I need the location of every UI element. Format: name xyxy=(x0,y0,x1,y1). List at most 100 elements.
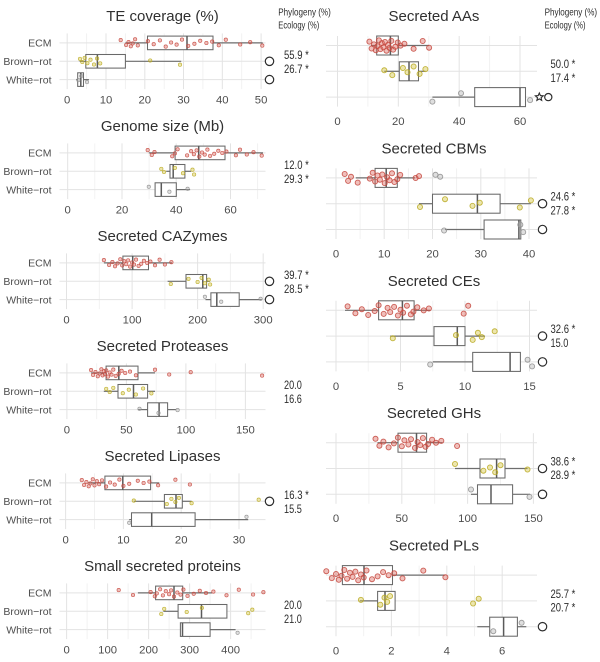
svg-text:40: 40 xyxy=(170,205,183,217)
svg-text:10: 10 xyxy=(378,248,391,260)
svg-text:Secreted PLs: Secreted PLs xyxy=(389,538,479,555)
svg-text:300: 300 xyxy=(180,645,199,657)
svg-text:Brown−rot: Brown−rot xyxy=(3,166,51,178)
svg-text:200: 200 xyxy=(188,315,207,327)
svg-text:Secreted GHs: Secreted GHs xyxy=(387,405,481,422)
svg-text:Brown−rot: Brown−rot xyxy=(3,386,51,398)
svg-text:4: 4 xyxy=(444,646,450,658)
svg-text:Brown−rot: Brown−rot xyxy=(3,56,51,68)
svg-text:Secreted CAZymes: Secreted CAZymes xyxy=(97,228,227,245)
svg-text:White−rot: White−rot xyxy=(6,74,51,86)
svg-text:20.7 *: 20.7 * xyxy=(551,601,576,615)
svg-text:40: 40 xyxy=(523,248,536,260)
svg-text:27.8 *: 27.8 * xyxy=(551,203,576,217)
svg-text:Ecology (%): Ecology (%) xyxy=(278,21,319,32)
svg-text:ECM: ECM xyxy=(28,148,51,160)
svg-text:0: 0 xyxy=(63,645,69,657)
svg-text:200: 200 xyxy=(139,645,158,657)
svg-text:Secreted CBMs: Secreted CBMs xyxy=(381,140,486,157)
svg-text:16.6: 16.6 xyxy=(284,392,302,406)
svg-text:300: 300 xyxy=(254,315,273,327)
svg-text:ECM: ECM xyxy=(28,368,51,380)
svg-text:30: 30 xyxy=(475,248,488,260)
svg-text:20: 20 xyxy=(392,116,405,128)
svg-text:Secreted Lipases: Secreted Lipases xyxy=(105,448,221,465)
svg-text:39.7 *: 39.7 * xyxy=(284,268,309,282)
svg-text:TE coverage (%): TE coverage (%) xyxy=(106,8,219,25)
svg-text:100: 100 xyxy=(458,513,477,525)
svg-text:0: 0 xyxy=(333,381,339,393)
svg-text:White−rot: White−rot xyxy=(6,294,51,306)
svg-text:0: 0 xyxy=(333,646,339,658)
svg-text:20: 20 xyxy=(175,535,188,547)
svg-text:21.0: 21.0 xyxy=(284,612,302,626)
svg-text:50: 50 xyxy=(396,513,409,525)
svg-text:24.6 *: 24.6 * xyxy=(551,190,576,204)
svg-text:50: 50 xyxy=(255,95,268,107)
svg-text:0: 0 xyxy=(63,315,69,327)
svg-text:Secreted CEs: Secreted CEs xyxy=(388,273,481,290)
svg-text:6: 6 xyxy=(499,646,505,658)
svg-text:5: 5 xyxy=(397,381,403,393)
svg-text:38.6 *: 38.6 * xyxy=(551,454,576,468)
svg-text:White−rot: White−rot xyxy=(6,514,51,526)
svg-text:20: 20 xyxy=(426,248,439,260)
svg-text:16.3 *: 16.3 * xyxy=(284,488,309,502)
svg-text:60: 60 xyxy=(224,205,237,217)
svg-text:White−rot: White−rot xyxy=(6,404,51,416)
svg-text:30: 30 xyxy=(177,95,190,107)
svg-text:Genome size (Mb): Genome size (Mb) xyxy=(101,118,224,135)
svg-text:26.7 *: 26.7 * xyxy=(284,62,309,76)
svg-text:100: 100 xyxy=(123,315,142,327)
svg-text:15: 15 xyxy=(523,381,536,393)
svg-text:55.9 *: 55.9 * xyxy=(284,48,309,62)
svg-text:ECM: ECM xyxy=(28,478,51,490)
svg-text:Brown−rot: Brown−rot xyxy=(3,496,51,508)
svg-text:150: 150 xyxy=(524,513,543,525)
svg-text:White−rot: White−rot xyxy=(6,184,51,196)
svg-text:400: 400 xyxy=(221,645,240,657)
svg-text:2: 2 xyxy=(388,646,394,658)
svg-text:ECM: ECM xyxy=(28,588,51,600)
svg-text:ECM: ECM xyxy=(28,258,51,270)
svg-text:Secreted Proteases: Secreted Proteases xyxy=(97,338,229,355)
svg-text:Phylogeny (%): Phylogeny (%) xyxy=(545,7,598,18)
svg-text:20.0: 20.0 xyxy=(284,598,302,612)
svg-text:12.0 *: 12.0 * xyxy=(284,158,309,172)
svg-text:ECM: ECM xyxy=(28,38,51,50)
svg-text:0: 0 xyxy=(333,513,339,525)
svg-text:0: 0 xyxy=(334,116,340,128)
svg-text:Small secreted proteins: Small secreted proteins xyxy=(84,558,241,575)
svg-text:Phylogeny (%): Phylogeny (%) xyxy=(278,7,331,18)
svg-text:50.0 *: 50.0 * xyxy=(551,57,576,71)
svg-text:17.4 *: 17.4 * xyxy=(551,71,576,85)
svg-text:30: 30 xyxy=(233,535,246,547)
svg-text:150: 150 xyxy=(236,425,255,437)
svg-text:10: 10 xyxy=(459,381,472,393)
svg-text:20: 20 xyxy=(116,205,129,217)
svg-text:100: 100 xyxy=(176,425,195,437)
svg-text:28.9 *: 28.9 * xyxy=(551,468,576,482)
svg-text:0: 0 xyxy=(62,535,68,547)
svg-text:15.5: 15.5 xyxy=(284,502,302,516)
svg-text:15.0: 15.0 xyxy=(551,336,569,350)
svg-text:20: 20 xyxy=(139,95,152,107)
svg-text:White−rot: White−rot xyxy=(6,624,51,636)
svg-text:40: 40 xyxy=(216,95,229,107)
svg-text:0: 0 xyxy=(333,248,339,260)
svg-text:60: 60 xyxy=(514,116,527,128)
svg-text:29.3 *: 29.3 * xyxy=(284,172,309,186)
svg-text:Ecology (%): Ecology (%) xyxy=(545,21,586,32)
svg-text:0: 0 xyxy=(64,95,70,107)
svg-text:20.0: 20.0 xyxy=(284,378,302,392)
svg-text:50: 50 xyxy=(120,425,133,437)
svg-text:25.7 *: 25.7 * xyxy=(551,587,576,601)
svg-text:0: 0 xyxy=(64,425,70,437)
svg-text:100: 100 xyxy=(98,645,117,657)
svg-text:Secreted AAs: Secreted AAs xyxy=(389,8,480,25)
svg-text:10: 10 xyxy=(100,95,113,107)
svg-text:10: 10 xyxy=(117,535,130,547)
svg-text:40: 40 xyxy=(453,116,466,128)
svg-text:28.5 *: 28.5 * xyxy=(284,282,309,296)
svg-text:0: 0 xyxy=(65,205,71,217)
